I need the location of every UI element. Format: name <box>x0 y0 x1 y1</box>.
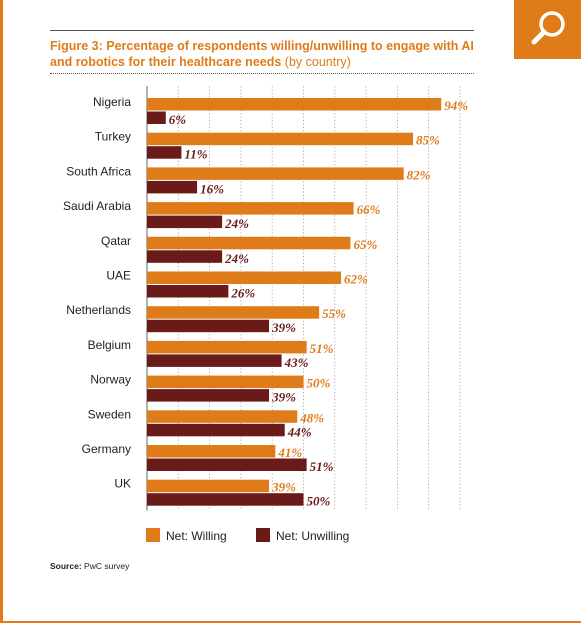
data-label-unwilling: 6% <box>169 112 187 127</box>
bar-willing <box>147 445 276 458</box>
bar-unwilling <box>147 458 307 471</box>
data-label-willing: 62% <box>344 272 368 287</box>
data-label-unwilling: 44% <box>287 424 312 439</box>
bar-unwilling <box>147 493 304 506</box>
data-label-willing: 82% <box>407 167 431 182</box>
bar-willing <box>147 410 298 423</box>
page-frame-left <box>0 0 3 623</box>
search-icon <box>531 11 565 45</box>
gridlines <box>177 86 461 511</box>
bar-unwilling <box>147 111 166 124</box>
source-label: Source: <box>50 561 82 571</box>
legend-swatch-willing <box>146 528 160 542</box>
bar-unwilling <box>147 250 223 263</box>
category-label: South Africa <box>66 164 131 178</box>
data-label-willing: 65% <box>353 237 377 252</box>
bar-willing <box>147 202 354 215</box>
data-label-unwilling: 51% <box>310 459 334 474</box>
bars <box>147 98 442 506</box>
bar-willing <box>147 375 304 389</box>
category-label: Norway <box>90 373 131 387</box>
source-note: Source: PwC survey <box>50 561 129 571</box>
bar-unwilling <box>147 423 285 437</box>
data-label-unwilling: 24% <box>224 251 249 266</box>
data-label-willing: 85% <box>416 133 440 148</box>
category-label: Germany <box>82 442 131 456</box>
labels: Nigeria 94% 6% Turkey 85% 11% South Africa 82% 1… <box>63 95 468 509</box>
search-button[interactable] <box>514 0 581 59</box>
category-label: Turkey <box>95 130 131 144</box>
bar-unwilling <box>147 215 223 229</box>
bar-unwilling <box>147 146 182 159</box>
data-label-unwilling: 43% <box>284 355 309 370</box>
category-label: UK <box>114 477 131 491</box>
bar-willing <box>147 167 404 180</box>
legend-label-willing: Net: Willing <box>166 529 227 543</box>
figure-title-suffix: (by country) <box>284 55 351 69</box>
bar-unwilling <box>147 180 198 194</box>
data-label-unwilling: 11% <box>184 147 207 162</box>
legend-label-unwilling: Net: Unwilling <box>276 529 350 543</box>
category-label: Nigeria <box>93 95 131 109</box>
data-label-unwilling: 16% <box>200 181 224 196</box>
data-label-willing: 55% <box>322 306 346 321</box>
bar-unwilling <box>147 389 270 402</box>
data-label-unwilling: 50% <box>307 494 331 509</box>
data-label-willing: 50% <box>307 376 331 391</box>
page-frame-bottom <box>0 621 581 623</box>
figure-title: Figure 3: Percentage of respondents will… <box>50 38 490 70</box>
bar-willing <box>147 98 442 111</box>
data-label-unwilling: 26% <box>230 286 255 301</box>
bar-unwilling <box>147 285 229 298</box>
data-label-willing: 66% <box>357 202 381 217</box>
category-label: Saudi Arabia <box>63 199 131 213</box>
bar-unwilling <box>147 319 270 333</box>
legend-item-willing: Net: Willing <box>146 528 227 543</box>
bar-willing <box>147 271 342 284</box>
category-label: Qatar <box>101 234 131 248</box>
category-label: UAE <box>106 269 131 283</box>
bar-willing <box>147 306 320 319</box>
data-label-willing: 94% <box>444 98 468 113</box>
data-label-willing: 51% <box>310 341 334 356</box>
bar-unwilling <box>147 354 282 367</box>
legend-swatch-unwilling <box>256 528 270 542</box>
category-label: Sweden <box>88 407 131 421</box>
data-label-willing: 41% <box>277 445 302 460</box>
data-label-willing: 48% <box>299 410 324 425</box>
data-label-unwilling: 39% <box>271 390 296 405</box>
bar-willing <box>147 132 414 146</box>
top-rule <box>50 30 474 31</box>
category-label: Belgium <box>88 338 131 352</box>
source-text: PwC survey <box>84 561 130 571</box>
bar-willing <box>147 340 307 354</box>
data-label-unwilling: 24% <box>224 216 249 231</box>
legend-item-unwilling: Net: Unwilling <box>256 528 349 543</box>
figure-title-main: Figure 3: Percentage of respondents will… <box>50 39 474 69</box>
category-label: Netherlands <box>66 303 131 317</box>
title-divider <box>50 73 474 74</box>
data-label-willing: 39% <box>271 480 296 495</box>
bar-willing <box>147 479 270 493</box>
data-label-unwilling: 39% <box>271 320 296 335</box>
bar-willing <box>147 236 351 250</box>
